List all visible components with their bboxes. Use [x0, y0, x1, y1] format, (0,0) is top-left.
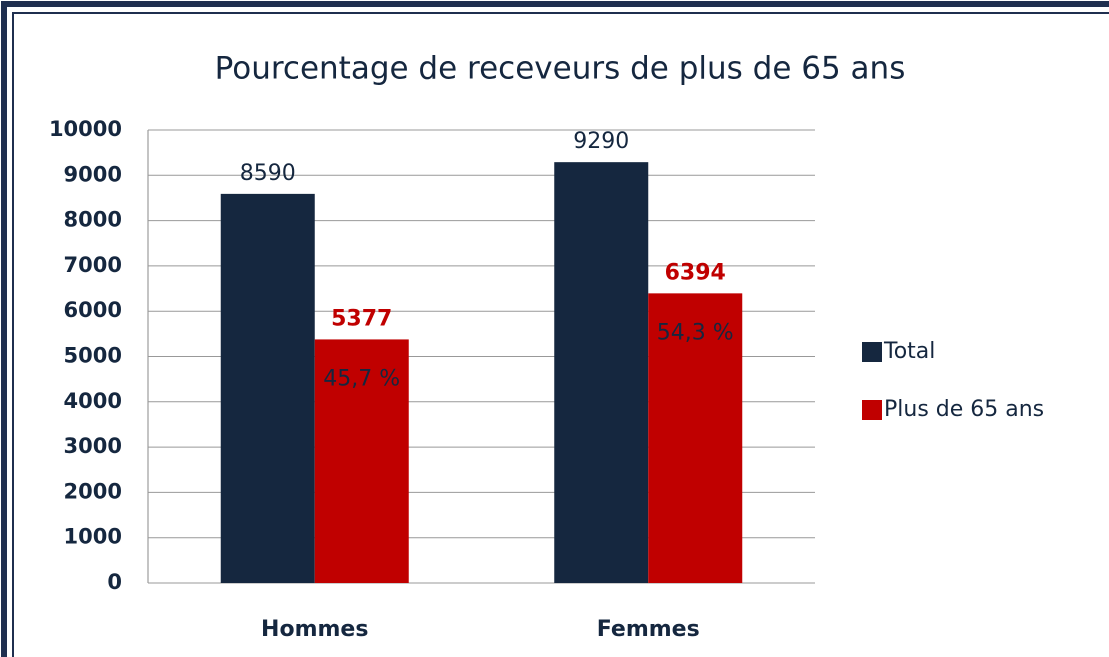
y-tick-label: 1000: [64, 525, 122, 549]
y-tick-label: 3000: [64, 434, 122, 458]
data-label: 8590: [240, 161, 296, 186]
y-tick-label: 0: [107, 570, 122, 594]
y-tick-label: 6000: [64, 298, 122, 322]
x-tick-label: Femmes: [597, 617, 700, 642]
bar: [220, 193, 315, 584]
y-tick-label: 7000: [64, 253, 122, 277]
annotation: 54,3 %: [657, 320, 734, 345]
y-tick-label: 9000: [64, 162, 122, 186]
data-label: 9290: [573, 129, 629, 154]
legend-label: Total: [883, 339, 935, 364]
bar: [554, 162, 649, 583]
y-tick-label: 5000: [64, 344, 122, 368]
bar: [648, 293, 743, 583]
y-tick-label: 10000: [49, 117, 122, 141]
annotation: 45,7 %: [323, 366, 400, 391]
y-tick-label: 4000: [64, 389, 122, 413]
y-tick-label: 2000: [64, 479, 122, 503]
x-tick-label: Hommes: [261, 617, 368, 642]
legend-label: Plus de 65 ans: [884, 397, 1044, 422]
legend-swatch: [862, 342, 882, 362]
frame-inner: [12, 12, 1109, 657]
y-tick-label: 8000: [64, 208, 122, 232]
chart-title: Pourcentage de receveurs de plus de 65 a…: [215, 51, 906, 87]
data-label: 5377: [331, 306, 392, 331]
data-label: 6394: [665, 260, 726, 285]
legend-swatch: [862, 400, 882, 420]
bar: [314, 339, 409, 583]
